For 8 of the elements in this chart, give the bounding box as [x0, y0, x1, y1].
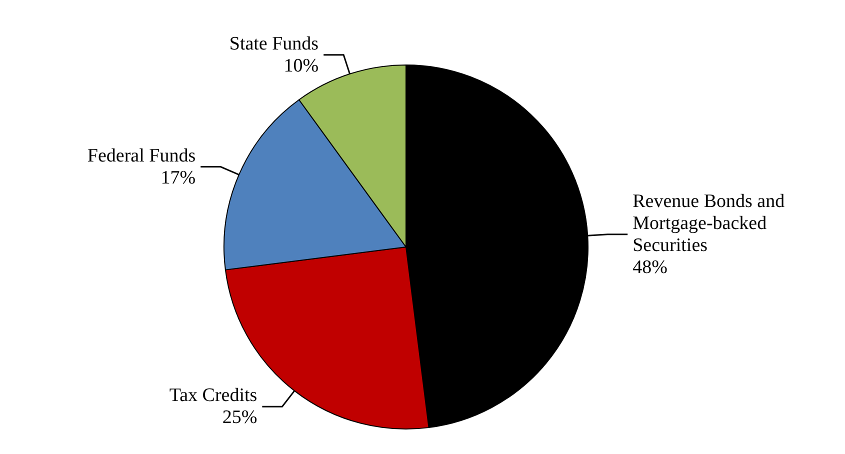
data-label: 48% [632, 256, 668, 278]
data-label: 17% [160, 167, 196, 188]
slice-label: State Funds [229, 33, 319, 54]
slice-label: Federal Funds [87, 145, 196, 166]
slice-label: Tax Credits [169, 385, 258, 406]
data-label: 10% [284, 55, 319, 76]
slice-label: Revenue Bonds and Mortgage-backed Securities [632, 190, 790, 256]
data-label: 25% [222, 407, 258, 428]
